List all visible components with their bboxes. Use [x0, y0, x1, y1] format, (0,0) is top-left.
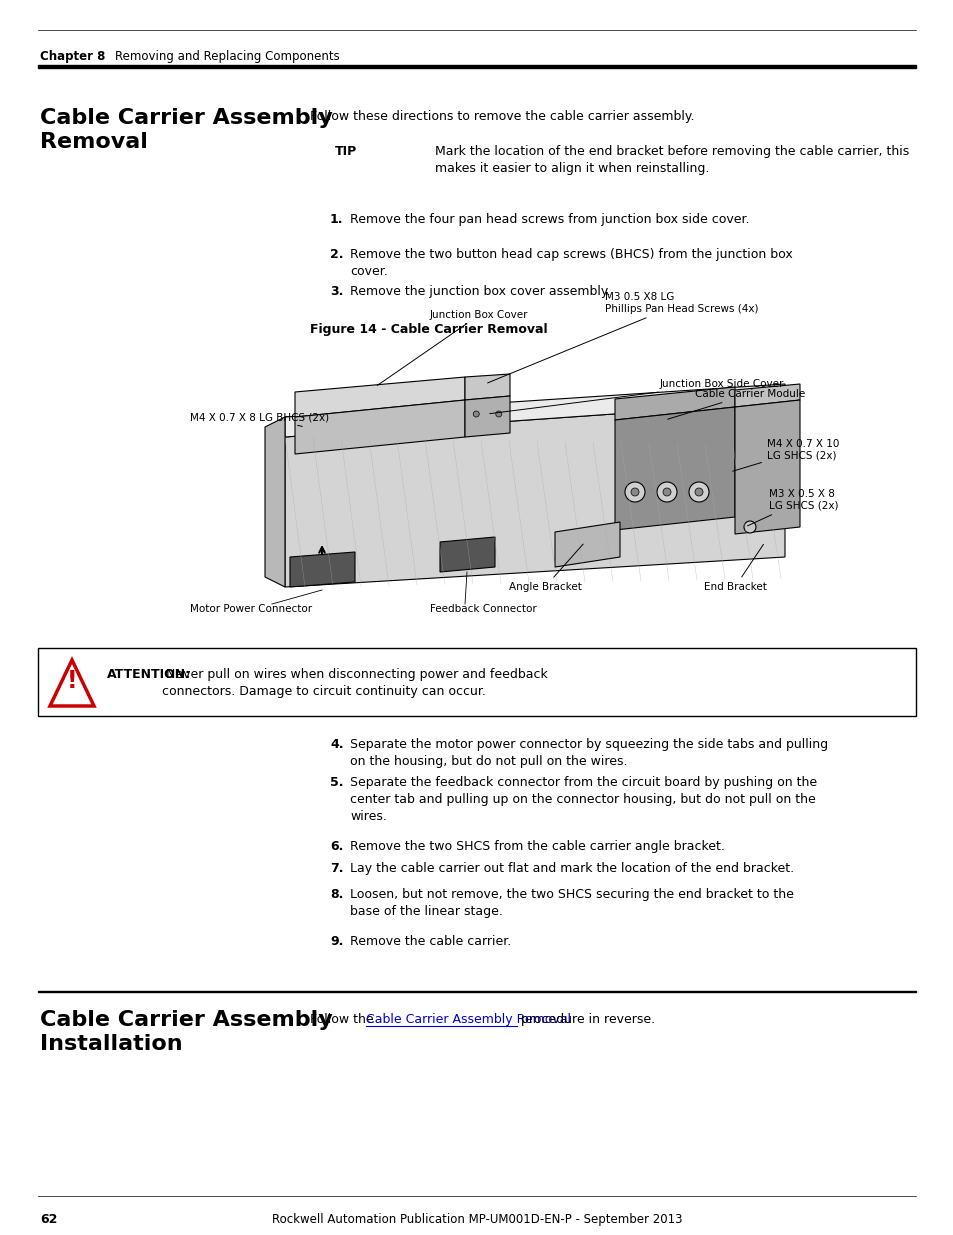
Polygon shape [555, 522, 619, 567]
Polygon shape [294, 377, 464, 417]
Text: Lay the cable carrier out flat and mark the location of the end bracket.: Lay the cable carrier out flat and mark … [350, 862, 793, 876]
Text: 1.: 1. [330, 212, 343, 226]
Polygon shape [615, 408, 734, 530]
Text: Never pull on wires when disconnecting power and feedback
connectors. Damage to : Never pull on wires when disconnecting p… [162, 668, 548, 698]
Circle shape [630, 488, 639, 496]
Polygon shape [294, 400, 464, 454]
Bar [38, 990, 915, 992]
Text: M4 X 0.7 X 8 LG BHCS (2x): M4 X 0.7 X 8 LG BHCS (2x) [190, 412, 329, 426]
Text: Remove the two button head cap screws (BHCS) from the junction box
cover.: Remove the two button head cap screws (B… [350, 248, 792, 278]
Text: Junction Box Side Cover: Junction Box Side Cover [489, 379, 783, 414]
Text: M4 X 0.7 X 10
LG SHCS (2x): M4 X 0.7 X 10 LG SHCS (2x) [732, 440, 839, 472]
Text: Figure 14 - Cable Carrier Removal: Figure 14 - Cable Carrier Removal [310, 324, 547, 336]
Circle shape [496, 411, 501, 417]
Polygon shape [285, 403, 784, 587]
Circle shape [657, 482, 677, 501]
Text: End Bracket: End Bracket [702, 545, 765, 592]
Circle shape [624, 482, 644, 501]
Text: Cable Carrier Assembly Removal: Cable Carrier Assembly Removal [365, 1013, 570, 1026]
Text: M3 0.5 X8 LG
Phillips Pan Head Screws (4x): M3 0.5 X8 LG Phillips Pan Head Screws (4… [487, 293, 758, 383]
Text: Separate the feedback connector from the circuit board by pushing on the
center : Separate the feedback connector from the… [350, 776, 817, 823]
Text: Junction Box Cover: Junction Box Cover [376, 310, 528, 385]
Text: Remove the four pan head screws from junction box side cover.: Remove the four pan head screws from jun… [350, 212, 749, 226]
Text: Remove the junction box cover assembly.: Remove the junction box cover assembly. [350, 285, 610, 298]
Text: Removing and Replacing Components: Removing and Replacing Components [115, 49, 339, 63]
Text: ATTENTION:: ATTENTION: [107, 668, 191, 680]
Text: 9.: 9. [330, 935, 343, 948]
Text: 2.: 2. [330, 248, 343, 261]
Circle shape [662, 488, 670, 496]
Text: Loosen, but not remove, the two SHCS securing the end bracket to the
base of the: Loosen, but not remove, the two SHCS sec… [350, 888, 793, 918]
Text: 62: 62 [40, 1213, 57, 1226]
Text: TIP: TIP [335, 144, 356, 158]
Text: Angle Bracket: Angle Bracket [508, 545, 582, 592]
Text: 6.: 6. [330, 840, 343, 853]
Text: 3.: 3. [330, 285, 343, 298]
Text: Feedback Connector: Feedback Connector [430, 604, 537, 614]
Text: Rockwell Automation Publication MP-UM001D-EN-P - September 2013: Rockwell Automation Publication MP-UM001… [272, 1213, 681, 1226]
Circle shape [743, 521, 755, 534]
Text: Chapter 8: Chapter 8 [40, 49, 105, 63]
Text: 5.: 5. [330, 776, 343, 789]
Text: Follow these directions to remove the cable carrier assembly.: Follow these directions to remove the ca… [310, 110, 694, 124]
Text: Remove the two SHCS from the cable carrier angle bracket.: Remove the two SHCS from the cable carri… [350, 840, 724, 853]
Text: 4.: 4. [330, 739, 343, 751]
Polygon shape [265, 417, 285, 587]
Polygon shape [615, 387, 734, 420]
Circle shape [695, 488, 702, 496]
Text: Mark the location of the end bracket before removing the cable carrier, this
mak: Mark the location of the end bracket bef… [435, 144, 908, 175]
Text: Separate the motor power connector by squeezing the side tabs and pulling
on the: Separate the motor power connector by sq… [350, 739, 827, 768]
Text: 7.: 7. [330, 862, 343, 876]
Text: Remove the cable carrier.: Remove the cable carrier. [350, 935, 511, 948]
Text: Cable Carrier Module: Cable Carrier Module [667, 389, 804, 419]
Polygon shape [734, 384, 800, 408]
Polygon shape [464, 396, 510, 437]
Text: Cable Carrier Assembly
Installation: Cable Carrier Assembly Installation [40, 1010, 333, 1053]
Polygon shape [285, 384, 784, 437]
Polygon shape [734, 400, 800, 534]
Text: !: ! [67, 669, 77, 693]
Text: Motor Power Connector: Motor Power Connector [190, 604, 312, 614]
Text: Follow the: Follow the [310, 1013, 377, 1026]
Text: 8.: 8. [330, 888, 343, 902]
Text: Cable Carrier Assembly
Removal: Cable Carrier Assembly Removal [40, 107, 333, 152]
Bar [38, 64, 915, 68]
Polygon shape [50, 659, 94, 706]
Circle shape [688, 482, 708, 501]
Bar [38, 648, 915, 716]
Polygon shape [439, 537, 495, 572]
Text: M3 X 0.5 X 8
LG SHCS (2x): M3 X 0.5 X 8 LG SHCS (2x) [747, 489, 838, 526]
Text: procedure in reverse.: procedure in reverse. [517, 1013, 655, 1026]
Circle shape [473, 411, 478, 417]
Polygon shape [290, 552, 355, 587]
Polygon shape [464, 374, 510, 400]
